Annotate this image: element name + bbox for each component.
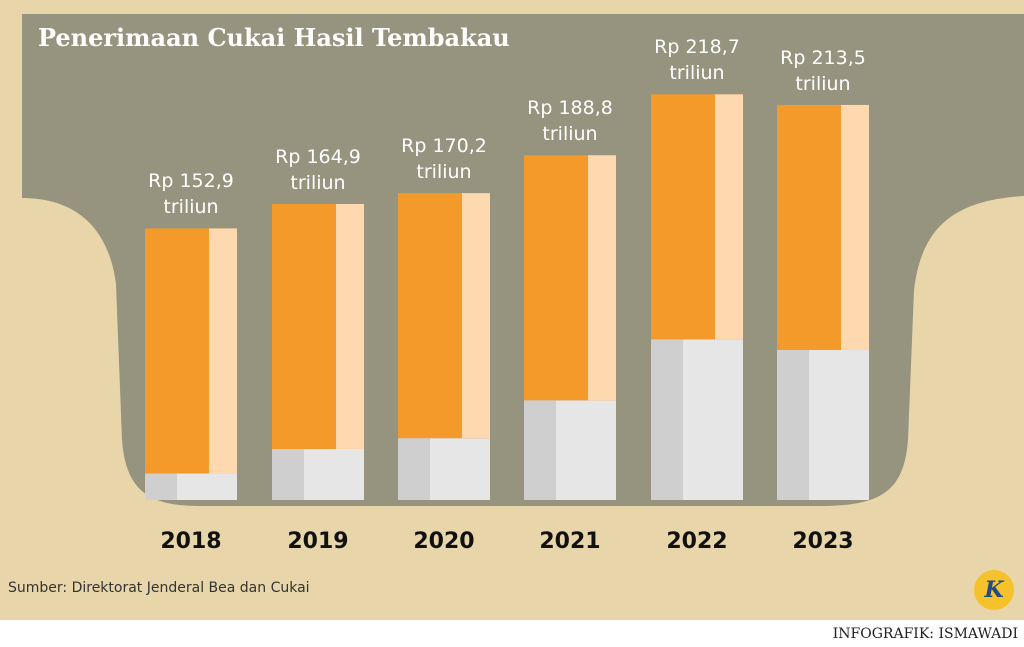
filter-highlight [588, 155, 616, 401]
cigarette-shade [398, 438, 430, 500]
x-tick-label: 2019 [287, 529, 348, 554]
cigarette-shade [524, 400, 556, 500]
filter-highlight [462, 193, 490, 439]
x-tick-label: 2021 [539, 529, 600, 554]
filter-highlight [336, 203, 364, 449]
value-label: Rp 152,9 triliun [148, 170, 234, 219]
filter-highlight [715, 94, 743, 340]
logo-circle [974, 570, 1014, 610]
x-tick-label: 2023 [792, 529, 853, 554]
cigarette-shade [272, 448, 304, 500]
source: Sumber: Direktorat Jenderal Bea dan Cuka… [8, 580, 310, 596]
filter-highlight [209, 228, 237, 474]
x-tick-label: 2022 [666, 529, 727, 554]
value-label: Rp 170,2 triliun [401, 135, 487, 184]
credit: INFOGRAFIK: ISMAWADI [833, 626, 1018, 642]
chart-title: Penerimaan Cukai Hasil Tembakau [38, 23, 510, 52]
value-label: Rp 188,8 triliun [527, 97, 613, 146]
cigarette-shade [145, 473, 177, 500]
cigarette-shade [651, 339, 683, 500]
filter-highlight [841, 104, 869, 350]
value-label: Rp 164,9 triliun [275, 145, 361, 194]
logo: K [983, 577, 1004, 603]
value-label: Rp 213,5 triliun [780, 46, 866, 95]
value-label: Rp 218,7 triliun [654, 36, 740, 85]
x-tick-label: 2018 [160, 529, 221, 554]
x-tick-label: 2020 [413, 529, 474, 554]
cigarette-shade [777, 349, 809, 500]
